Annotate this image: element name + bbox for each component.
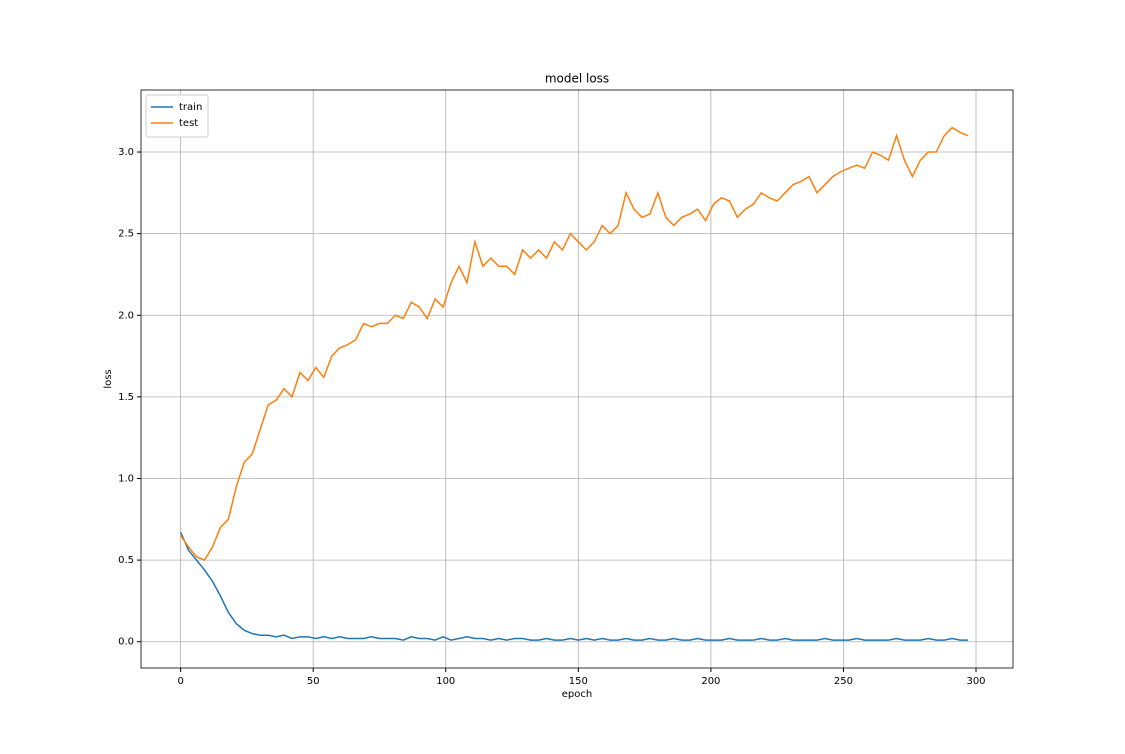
plot-frame: [140, 89, 1014, 669]
x-tick-label: 150: [569, 676, 588, 687]
x-tick-label: 50: [307, 676, 320, 687]
y-tick-label: 2.0: [118, 310, 134, 321]
data-line: [180, 126, 969, 562]
legend-label: test: [179, 118, 198, 129]
legend: train test: [145, 94, 209, 138]
y-tick-label: 0.0: [118, 637, 134, 648]
data-line: [179, 532, 969, 641]
y-tick-label: 2.5: [118, 229, 134, 240]
x-tick-label: 200: [701, 676, 720, 687]
x-tick-label: 100: [436, 676, 455, 687]
y-tick-label: 3.0: [118, 147, 134, 158]
legend-box: [145, 94, 209, 138]
y-tick-label: 1.0: [118, 473, 134, 484]
chart-title: model loss: [545, 72, 609, 86]
y-tick-label: 1.5: [118, 392, 134, 403]
y-axis-label: loss: [103, 369, 114, 388]
x-axis-label: epoch: [562, 689, 592, 700]
y-tick-label: 0.5: [118, 555, 134, 566]
legend-label: train: [179, 102, 202, 113]
x-tick-label: 250: [834, 676, 853, 687]
x-tick-label: 300: [966, 676, 985, 687]
x-tick-label: 0: [177, 676, 183, 687]
